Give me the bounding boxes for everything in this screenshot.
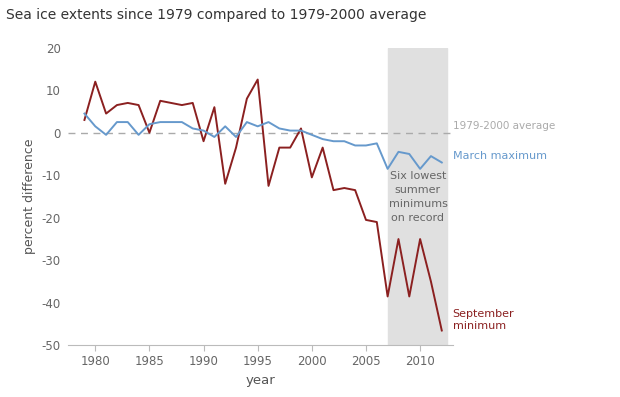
X-axis label: year: year <box>246 374 275 387</box>
Y-axis label: percent difference: percent difference <box>23 139 36 254</box>
Text: March maximum: March maximum <box>453 151 547 161</box>
Text: Sea ice extents since 1979 compared to 1979-2000 average: Sea ice extents since 1979 compared to 1… <box>6 8 427 22</box>
Text: September
minimum: September minimum <box>453 309 514 331</box>
Text: 1979-2000 average: 1979-2000 average <box>453 121 555 131</box>
Bar <box>388 48 447 345</box>
Text: Six lowest
summer
minimums
on record: Six lowest summer minimums on record <box>389 171 448 223</box>
